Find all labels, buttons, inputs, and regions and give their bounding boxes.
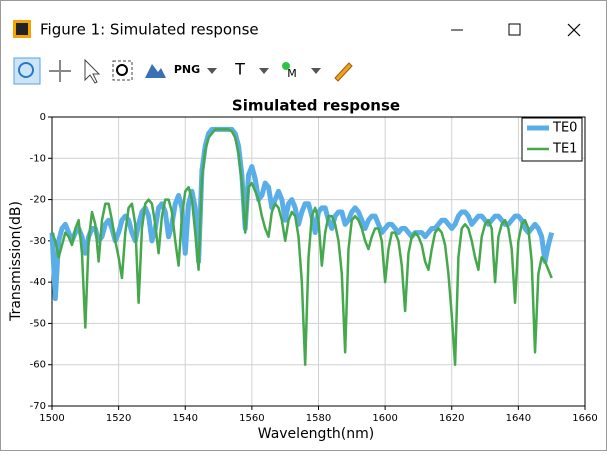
pan-tool[interactable] xyxy=(49,60,71,82)
marker-icon xyxy=(282,62,290,70)
marker-tool[interactable]: M xyxy=(287,67,297,80)
series-line xyxy=(50,128,553,366)
x-tick-label: 1580 xyxy=(306,413,331,424)
close-button[interactable] xyxy=(567,23,581,37)
export-dropdown[interactable] xyxy=(207,68,217,74)
pencil-tool[interactable] xyxy=(334,62,353,82)
y-tick-label: -70 xyxy=(30,401,46,412)
y-tick-label: -20 xyxy=(30,195,46,206)
y-axis-label: Transmission(dB) xyxy=(8,201,24,322)
y-tick-label: -30 xyxy=(30,236,46,247)
x-tick-label: 1620 xyxy=(439,413,464,424)
x-tick-label: 1540 xyxy=(173,413,198,424)
app-icon-inner xyxy=(16,23,28,35)
x-tick-label: 1520 xyxy=(106,413,131,424)
text-dropdown[interactable] xyxy=(259,68,269,74)
x-tick-label: 1660 xyxy=(572,413,597,424)
x-tick-label: 1500 xyxy=(39,413,64,424)
marker-dropdown[interactable] xyxy=(311,68,321,74)
maximize-button[interactable] xyxy=(508,23,521,36)
text-tool[interactable]: T xyxy=(234,60,245,79)
fit-tool[interactable] xyxy=(145,64,166,78)
zoom-tool[interactable] xyxy=(13,57,41,85)
window-title: Figure 1: Simulated response xyxy=(40,21,259,39)
x-tick-label: 1560 xyxy=(239,413,264,424)
export-png[interactable]: PNG xyxy=(174,63,200,76)
y-tick-label: -10 xyxy=(30,153,46,164)
chart-title: Simulated response xyxy=(232,97,400,115)
y-tick-label: -60 xyxy=(30,360,46,371)
x-tick-label: 1640 xyxy=(506,413,531,424)
zoom-box-icon xyxy=(116,64,128,76)
y-tick-label: -50 xyxy=(30,318,46,329)
zoom-icon xyxy=(18,62,34,78)
legend-label: TE1 xyxy=(552,142,577,157)
select-tool[interactable] xyxy=(84,58,101,84)
legend-box xyxy=(521,117,583,162)
zoom-box-tool[interactable] xyxy=(112,60,133,81)
legend-label: TE0 xyxy=(552,121,577,136)
y-tick-label: -40 xyxy=(30,277,46,288)
x-axis-label: Wavelength(nm) xyxy=(258,426,374,442)
chart: Simulated response Wavelength(nm) Transm… xyxy=(8,97,598,443)
y-tick-label: 0 xyxy=(40,112,46,123)
x-tick-label: 1600 xyxy=(372,413,397,424)
